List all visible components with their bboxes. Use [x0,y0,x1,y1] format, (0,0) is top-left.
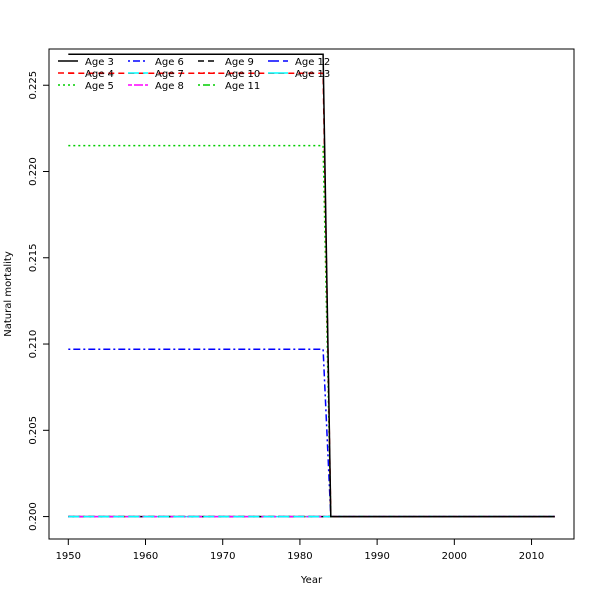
x-tick-label: 1950 [56,551,81,562]
x-tick-label: 2010 [519,551,544,562]
x-tick-label: 1990 [364,551,389,562]
series-line-age-3 [68,53,555,518]
legend-label: Age 11 [225,81,260,92]
legend-label: Age 6 [155,57,184,68]
x-axis: 1950 1960 1970 1980 1990 2000 2010 [56,538,544,562]
legend-label: Age 3 [85,57,114,68]
legend-label: Age 8 [155,81,184,92]
legend-label: Age 13 [295,69,330,80]
x-tick-label: 1980 [287,551,312,562]
legend-label: Age 5 [85,81,114,92]
x-axis-title: Year [300,575,323,586]
y-axis-title: Natural mortality [3,251,14,337]
series-layer [68,53,555,518]
y-tick-label: 0.220 [28,157,39,186]
legend-label: Age 4 [85,69,114,80]
y-axis: 0.200 0.205 0.210 0.215 0.220 0.225 [28,71,50,531]
y-tick-label: 0.205 [28,416,39,445]
y-tick-label: 0.210 [28,330,39,359]
y-tick-label: 0.200 [28,502,39,531]
legend-label: Age 12 [295,57,330,68]
y-tick-label: 0.225 [28,71,39,100]
x-tick-label: 1970 [210,551,235,562]
x-tick-label: 2000 [442,551,467,562]
legend-label: Age 10 [225,69,260,80]
legend-label: Age 7 [155,69,184,80]
legend-label: Age 9 [225,57,254,68]
x-tick-label: 1960 [133,551,158,562]
y-tick-label: 0.215 [28,243,39,272]
